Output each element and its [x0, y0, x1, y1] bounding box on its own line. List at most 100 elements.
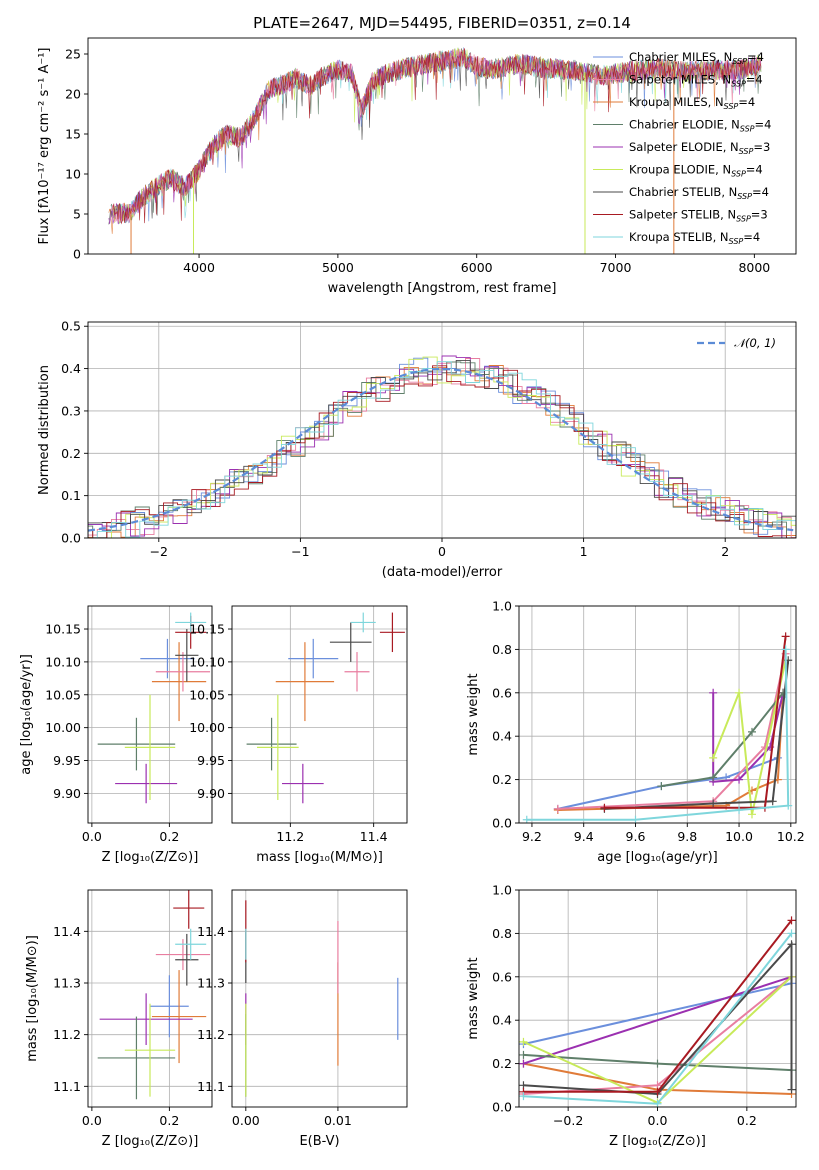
- y-tick-label: 9.90: [197, 786, 225, 801]
- legend-entry-name: Kroupa ELODIE, N: [629, 163, 731, 177]
- weight-line: [557, 653, 787, 810]
- y-tick-label: 10.00: [45, 720, 81, 735]
- legend-entry: Chabrier STELIB, NSSP=4: [629, 185, 769, 201]
- weight-marker: [653, 1099, 662, 1107]
- y-tick-label: 0.3: [61, 403, 81, 418]
- x-tick-label: 9.2: [522, 829, 542, 844]
- axes-frame: [87, 321, 797, 539]
- legend-entry-name: Chabrier MILES, N: [629, 50, 732, 64]
- y-axis-label: mass weight: [466, 673, 481, 755]
- x-axis-label: age [log₁₀(age/yr)]: [597, 850, 718, 865]
- y-tick-label: 11.2: [197, 1027, 225, 1042]
- weight-marker: [709, 688, 718, 697]
- panel-weight-vs-age: 9.2 9.4 9.6 9.8 10.0 10.2 0.0 0.2 0.4 0.6 0.8 1.0 ag…: [466, 599, 805, 866]
- weight-marker: [735, 688, 744, 697]
- weight-marker: [519, 1037, 528, 1046]
- legend-entry-subscript: SSP: [737, 192, 752, 201]
- panel-residuals: −2 −1 0 1 2 0.0 0.1 0.2 0.3 0.4 0.5 (data-model)/er…: [37, 319, 797, 580]
- x-tick-label: 0.01: [324, 1113, 352, 1128]
- y-tick-label: 10.15: [189, 622, 225, 637]
- panel-mass-vs-Z: 0.0 0.2 11.1 11.2 11.3 11.4 Z [log₁₀(Z/Z⊙)] mas…: [25, 889, 213, 1149]
- y-tick-label: 11.3: [53, 976, 81, 991]
- weight-marker: [553, 804, 562, 813]
- y-tick-label: 25: [65, 47, 81, 62]
- legend-entry-suffix: =4: [738, 95, 755, 109]
- x-tick-label: 2: [721, 544, 729, 559]
- weight-marker: [787, 940, 796, 949]
- weight-marker: [735, 805, 744, 814]
- weight-marker: [657, 782, 666, 791]
- weight-marker: [631, 815, 640, 823]
- x-tick-label: 0: [438, 544, 446, 559]
- weight-marker: [747, 810, 756, 819]
- x-tick-label: 11.2: [276, 829, 304, 844]
- x-tick-label: 9.6: [626, 829, 646, 844]
- y-axis-label: mass weight: [466, 957, 481, 1039]
- y-tick-label: 0.8: [492, 926, 512, 941]
- legend-entry-name: Salpeter ELODIE, N: [629, 140, 739, 154]
- normal-curve: [88, 367, 794, 532]
- legend-entry-name: Kroupa STELIB, N: [629, 230, 729, 244]
- panel-weight-vs-Z: −0.2 0.0 0.2 0.0 0.2 0.4 0.6 0.8 1.0 Z [log₁₀(Z/Z…: [466, 883, 797, 1149]
- x-tick-label: 10.2: [777, 829, 805, 844]
- y-tick-label: 1.0: [492, 883, 512, 898]
- panel-age-vs-mass: 11.2 11.4 9.90 9.95 10.00 10.05 10.10 10.15 mass…: [189, 605, 408, 865]
- x-tick-label: 4000: [183, 260, 215, 275]
- weight-marker: [781, 632, 790, 641]
- weight-line: [604, 660, 790, 810]
- weight-marker: [600, 803, 609, 812]
- weight-marker: [709, 753, 718, 762]
- weight-marker: [787, 1085, 796, 1094]
- y-tick-label: 0.1: [61, 488, 81, 503]
- chart-panels: 4000 5000 6000 7000 80000510152025wavelength…: [19, 37, 805, 1149]
- x-axis-label: Z [log₁₀(Z/Z⊙)]: [102, 850, 199, 865]
- histogram-steps: [88, 365, 796, 538]
- weight-marker: [709, 773, 718, 782]
- legend-entry-subscript: SSP: [740, 125, 755, 134]
- weight-marker: [768, 797, 777, 806]
- plot-area: [97, 890, 211, 1100]
- x-tick-label: 7000: [600, 260, 632, 275]
- panel-age-vs-Z: 0.0 0.2 9.90 9.95 10.00 10.05 10.10 10.15 Z [log…: [19, 605, 213, 865]
- y-tick-label: 10.00: [189, 720, 225, 735]
- x-tick-label: 0.0: [82, 1113, 102, 1128]
- weight-marker: [787, 916, 796, 925]
- legend-entry: Salpeter MILES, NSSP=4: [629, 73, 763, 89]
- y-tick-label: 0: [73, 247, 81, 262]
- x-tick-label: −1: [291, 544, 309, 559]
- weight-marker: [747, 727, 756, 736]
- y-tick-label: 0.6: [492, 685, 512, 700]
- y-tick-label: 11.3: [197, 976, 225, 991]
- legend-entry: Salpeter ELODIE, NSSP=3: [629, 140, 770, 156]
- y-tick-label: 9.95: [53, 753, 81, 768]
- x-tick-label: 0.00: [232, 1113, 260, 1128]
- x-tick-label: −0.2: [553, 1113, 583, 1128]
- weight-marker: [519, 1059, 528, 1068]
- x-tick-label: 10.0: [725, 829, 753, 844]
- y-tick-label: 0.6: [492, 969, 512, 984]
- y-tick-label: 5: [73, 207, 81, 222]
- y-tick-label: 0.2: [492, 772, 512, 787]
- x-tick-label: 0.2: [737, 1113, 757, 1128]
- axes-frame: [87, 605, 213, 824]
- x-tick-label: 1: [580, 544, 588, 559]
- legend-entry-suffix: =4: [752, 185, 769, 199]
- spectrum-line: [112, 48, 762, 225]
- weight-line: [712, 660, 787, 815]
- x-axis-label: Z [log₁₀(Z/Z⊙)]: [102, 1134, 199, 1149]
- legend-entry-suffix: =4: [746, 73, 763, 87]
- y-tick-label: 11.1: [197, 1079, 225, 1094]
- y-tick-label: 10.05: [189, 687, 225, 702]
- panel-spectrum: 4000 5000 6000 7000 8000 0 5 10 15 20 25 wavelength…: [37, 37, 797, 296]
- axes-frame: [231, 605, 408, 824]
- y-tick-label: 10.15: [45, 622, 81, 637]
- weight-marker: [653, 1087, 662, 1096]
- y-tick-label: 0.4: [492, 1013, 512, 1028]
- x-axis-label: E(B-V): [299, 1134, 339, 1149]
- legend-entry-subscript: SSP: [731, 170, 746, 179]
- legend-entry-suffix: =4: [743, 230, 760, 244]
- y-tick-label: 15: [65, 127, 81, 142]
- axes-frame: [518, 605, 797, 824]
- weight-marker: [519, 1092, 528, 1101]
- y-tick-label: 0.8: [492, 642, 512, 657]
